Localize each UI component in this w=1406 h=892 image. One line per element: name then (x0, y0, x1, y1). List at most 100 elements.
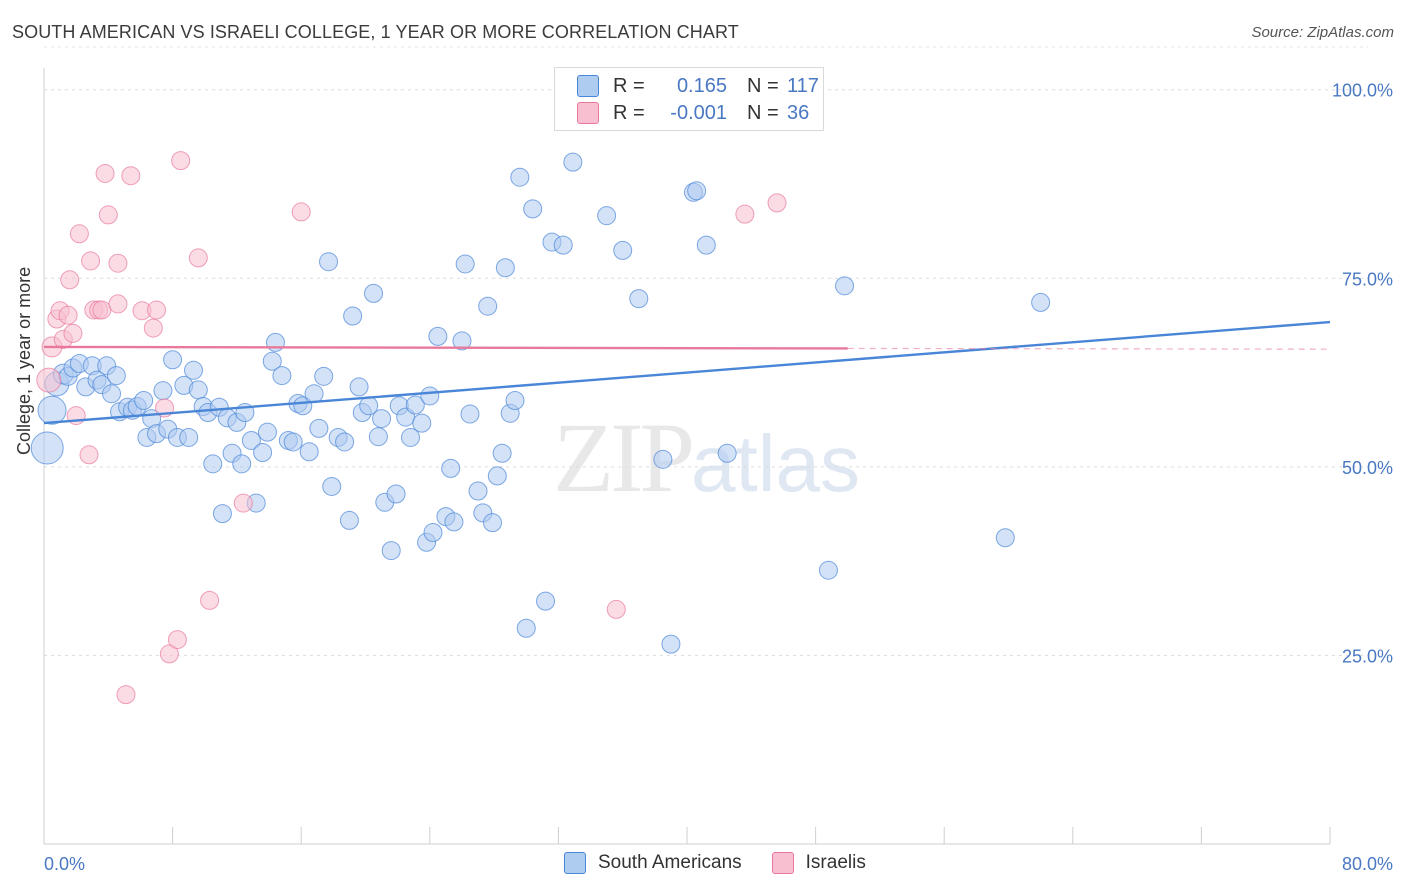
trendline-israelis (43, 345, 848, 350)
point-south-americans (441, 458, 461, 478)
point-south-americans (523, 199, 543, 219)
point-south-americans (818, 560, 838, 580)
point-israelis (159, 644, 179, 664)
point-south-americans (696, 235, 716, 255)
legend-r-label: R = (613, 101, 645, 124)
point-south-americans (322, 476, 342, 496)
point-south-americans (372, 409, 392, 429)
point-south-americans (153, 381, 173, 401)
point-israelis (167, 630, 187, 650)
point-south-americans (835, 276, 855, 296)
x-tick-label: 80.0% (1342, 854, 1393, 874)
point-south-americans (597, 206, 617, 226)
point-south-americans (188, 380, 208, 400)
point-israelis (60, 270, 80, 290)
point-south-americans (412, 413, 432, 433)
legend-item-israelis[interactable]: Israelis (771, 852, 866, 874)
point-israelis (116, 685, 136, 705)
point-south-americans (563, 152, 583, 172)
point-south-americans (510, 167, 530, 187)
point-israelis (92, 300, 112, 320)
point-south-americans (102, 384, 122, 404)
point-south-americans (265, 332, 285, 352)
point-south-americans (283, 432, 303, 452)
legend-n-label: N = (747, 74, 779, 97)
watermark-atlas: atlas (691, 419, 860, 508)
point-south-americans (37, 395, 67, 425)
point-south-americans (405, 395, 425, 415)
y-tick-label: 25.0% (1342, 646, 1393, 666)
point-south-americans (444, 512, 464, 532)
point-israelis (291, 202, 311, 222)
point-south-americans (257, 422, 277, 442)
point-south-americans (309, 418, 329, 438)
point-south-americans (30, 431, 64, 465)
point-israelis (108, 253, 128, 273)
legend-r-label: R = (613, 74, 645, 97)
point-israelis (143, 318, 163, 338)
legend-swatch-israelis (577, 102, 599, 124)
point-south-americans (629, 289, 649, 309)
point-south-americans (232, 454, 252, 474)
watermark: ZIPatlas (553, 400, 860, 515)
point-south-americans (536, 591, 556, 611)
point-israelis (735, 204, 755, 224)
point-israelis (767, 193, 787, 213)
point-south-americans (381, 541, 401, 561)
source-credit: Source: ZipAtlas.com (1251, 24, 1394, 41)
legend-r-value: -0.001 (670, 101, 727, 124)
point-south-americans (203, 454, 223, 474)
point-israelis (121, 166, 141, 186)
point-south-americans (339, 510, 359, 530)
point-south-americans (343, 306, 363, 326)
point-south-americans (183, 360, 203, 380)
point-south-americans (179, 427, 199, 447)
point-israelis (63, 323, 83, 343)
trendline-israelis-extension (847, 347, 1331, 350)
point-south-americans (423, 522, 443, 542)
point-south-americans (482, 513, 502, 533)
point-south-americans (401, 427, 421, 447)
point-south-americans (428, 326, 448, 346)
point-south-americans (319, 252, 339, 272)
point-israelis (98, 205, 118, 225)
point-south-americans (364, 283, 384, 303)
point-israelis (200, 590, 220, 610)
legend-r-value: 0.165 (676, 74, 727, 97)
y-tick-label: 100.0% (1332, 81, 1393, 101)
point-south-americans (241, 430, 261, 450)
point-israelis (188, 248, 208, 268)
point-israelis (58, 305, 78, 325)
point-south-americans (478, 296, 498, 316)
point-south-americans (505, 390, 525, 410)
legend-item-south-americans[interactable]: South Americans (564, 852, 742, 874)
point-south-americans (134, 390, 154, 410)
trendline-south-americans (43, 320, 1331, 425)
point-south-americans (460, 404, 480, 424)
legend-label-israelis: Israelis (805, 852, 866, 873)
point-israelis (606, 599, 626, 619)
point-south-americans (613, 240, 633, 260)
legend-n-label: N = (747, 101, 779, 124)
point-south-americans (487, 466, 507, 486)
point-israelis (108, 294, 128, 314)
point-south-americans (212, 504, 232, 524)
y-tick-label: 50.0% (1342, 458, 1393, 478)
point-south-americans (452, 331, 472, 351)
point-south-americans (106, 366, 126, 386)
point-south-americans (368, 427, 388, 447)
legend-swatch-south-americans (564, 852, 586, 874)
point-south-americans (335, 432, 355, 452)
point-israelis (69, 224, 89, 244)
point-south-americans (553, 235, 573, 255)
legend-swatch-israelis (771, 852, 794, 874)
point-israelis (79, 445, 99, 465)
point-south-americans (495, 258, 515, 278)
point-south-americans (349, 377, 369, 397)
series-legend: South Americans Israelis (564, 852, 896, 874)
point-south-americans (304, 384, 324, 404)
point-south-americans (314, 366, 334, 386)
legend-row-south-americans: R = 0.165 N = 117 (577, 73, 819, 99)
point-south-americans (455, 254, 475, 274)
